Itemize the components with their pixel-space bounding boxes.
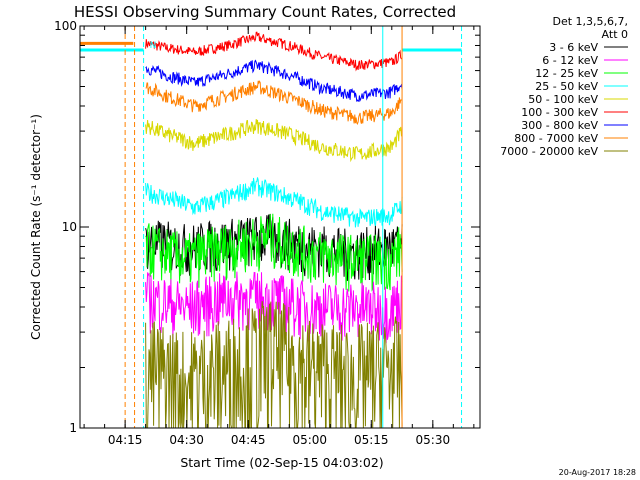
y-tick-label: 100: [54, 19, 77, 33]
x-tick-label: 04:30: [169, 433, 204, 447]
series-line: [145, 31, 403, 72]
legend-label: 6 - 12 keV: [542, 54, 598, 67]
x-tick-label: 05:00: [292, 433, 327, 447]
x-tick-label: 04:45: [231, 433, 266, 447]
legend-header-line-1: Det 1,3,5,6,7,: [552, 15, 628, 28]
x-axis-label: Start Time (02-Sep-15 04:03:02): [180, 455, 383, 470]
series-line: [145, 213, 403, 292]
y-axis-label: Corrected Count Rate (s⁻¹ detector⁻¹): [29, 114, 43, 340]
legend-label: 7000 - 20000 keV: [500, 145, 598, 158]
x-tick-label: 05:30: [416, 433, 451, 447]
region-label: N: [150, 41, 157, 51]
legend-header-line-2: Att 0: [602, 28, 628, 41]
legend-label: 300 - 800 keV: [521, 119, 598, 132]
legend-label: 100 - 300 keV: [521, 106, 598, 119]
y-tick-label: 1: [69, 421, 77, 435]
series-line: [145, 301, 403, 430]
y-tick-label: 10: [62, 220, 77, 234]
series-line: [145, 271, 403, 344]
legend-label: 800 - 7000 keV: [514, 132, 598, 145]
footer-timestamp: 20-Aug-2017 18:28: [559, 468, 636, 477]
legend-label: 12 - 25 keV: [535, 67, 598, 80]
series-line: [145, 59, 403, 103]
series-line: [145, 177, 403, 228]
legend-label: 50 - 100 keV: [528, 93, 598, 106]
x-tick-label: 04:15: [108, 433, 143, 447]
chart-title: HESSI Observing Summary Count Rates, Cor…: [74, 3, 456, 21]
series-line: [145, 80, 403, 125]
x-tick-label: 05:15: [354, 433, 389, 447]
legend-label: 25 - 50 keV: [535, 80, 598, 93]
legend-label: 3 - 6 keV: [549, 41, 598, 54]
series-line: [145, 119, 403, 163]
plot-area: N: [80, 26, 463, 430]
